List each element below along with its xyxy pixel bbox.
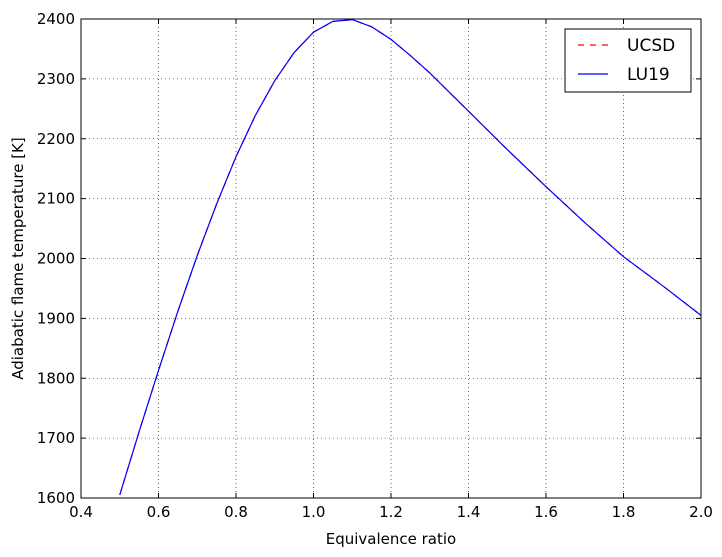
y-tick-label: 2300 (37, 70, 75, 88)
x-tick-label: 1.0 (302, 503, 326, 521)
y-axis-label: Adiabatic flame temperature [K] (9, 137, 27, 380)
legend-label-ucsd: UCSD (627, 36, 675, 56)
series-line-lu19 (119, 18, 702, 496)
x-tick-label: 1.2 (379, 503, 403, 521)
legend: UCSD LU19 (564, 28, 692, 93)
y-tick-label: 1700 (37, 429, 75, 447)
y-tick-label: 2200 (37, 130, 75, 148)
x-tick-label: 2.0 (689, 503, 713, 521)
y-tick-label: 1900 (37, 309, 75, 327)
y-tick-label: 2400 (37, 10, 75, 28)
x-tick-label: 1.6 (534, 503, 558, 521)
y-tick-label: 1800 (37, 369, 75, 387)
legend-label-lu19: LU19 (627, 65, 670, 85)
x-tick-label: 0.4 (69, 503, 93, 521)
y-tick-label: 1600 (37, 489, 75, 507)
y-tick-label: 2000 (37, 250, 75, 268)
x-tick-label: 1.4 (457, 503, 481, 521)
x-tick-label: 1.8 (612, 503, 636, 521)
x-axis-label: Equivalence ratio (326, 530, 456, 548)
y-tick-label: 2100 (37, 190, 75, 208)
series-layer (119, 18, 702, 496)
x-tick-label: 0.6 (147, 503, 171, 521)
ticks: 0.4 0.6 0.8 1.0 1.2 1.4 1.6 1.8 2.0 1600 1700 1800 1… (37, 10, 713, 521)
legend-box (564, 28, 692, 93)
x-tick-label: 0.8 (224, 503, 248, 521)
